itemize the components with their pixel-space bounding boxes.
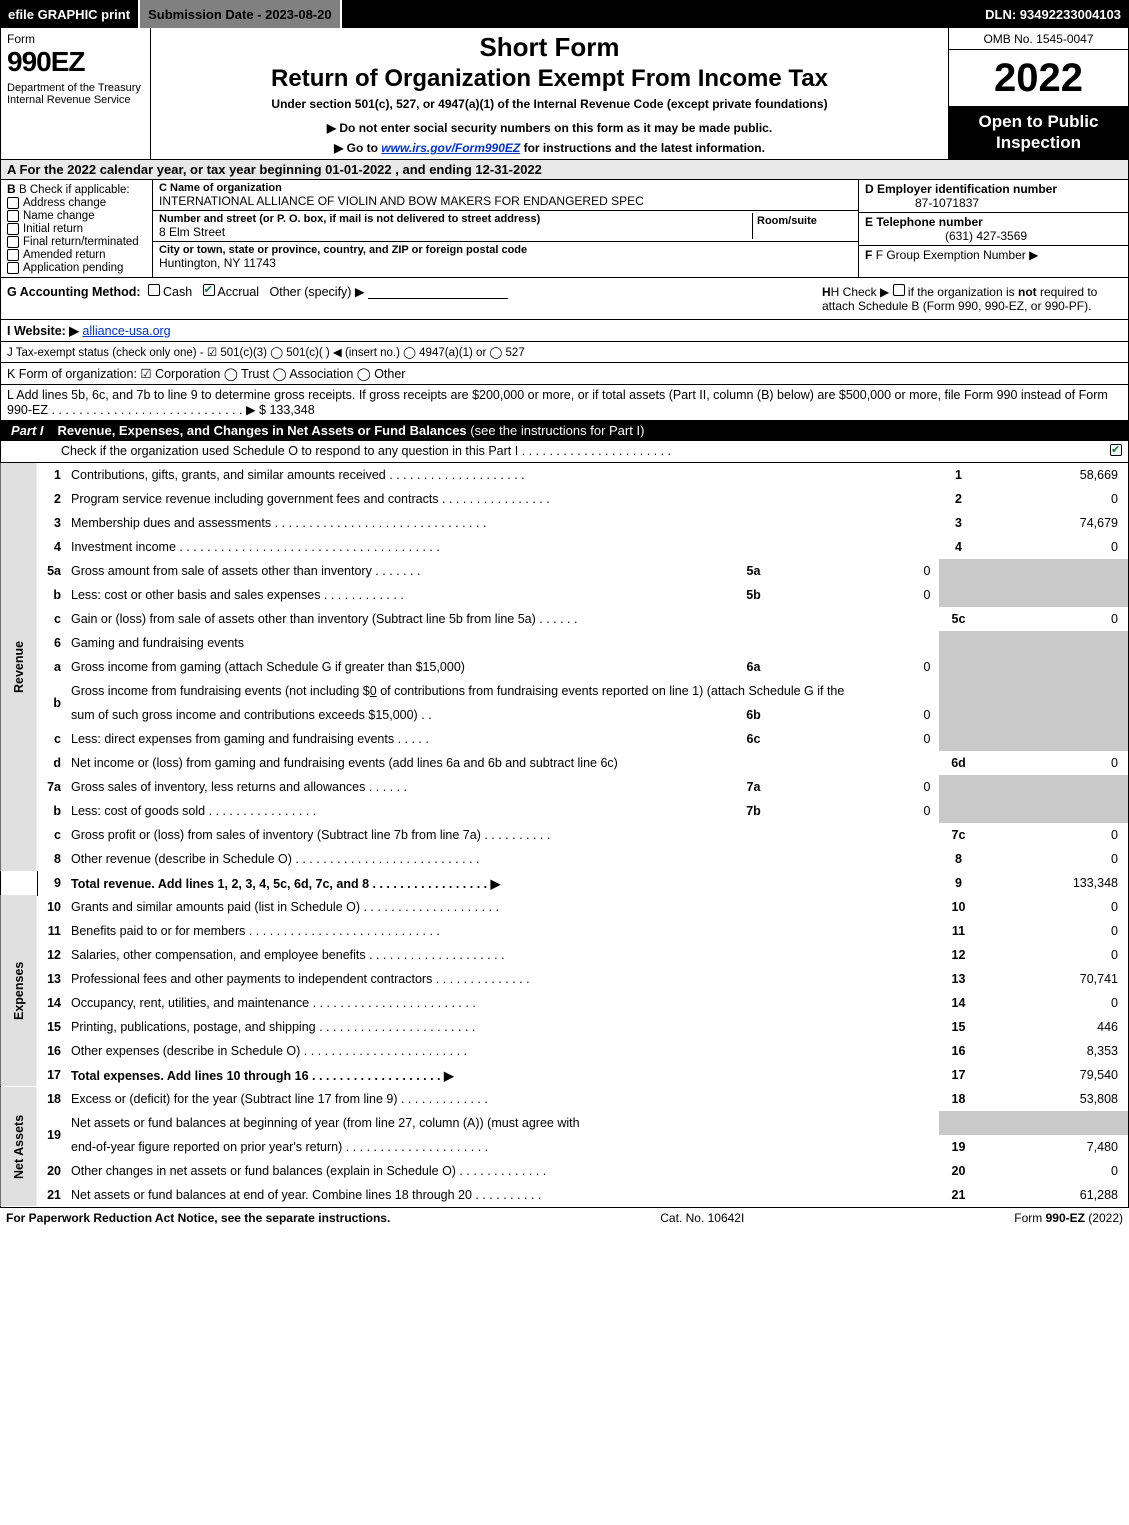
row-i-website: I Website: ▶ alliance-usa.org [0, 320, 1129, 342]
row-gh: G Accounting Method: Cash Accrual Other … [0, 278, 1129, 320]
chk-accrual[interactable] [203, 284, 215, 296]
line-4-value: 0 [979, 535, 1129, 559]
website-link[interactable]: alliance-usa.org [82, 324, 170, 338]
row-j-taxexempt: J Tax-exempt status (check only one) - ☑… [0, 342, 1129, 363]
part-i-header: Part I Revenue, Expenses, and Changes in… [0, 421, 1129, 441]
line-6c-value: 0 [769, 727, 939, 751]
org-city: Huntington, NY 11743 [159, 256, 852, 270]
topbar: efile GRAPHIC print Submission Date - 20… [0, 0, 1129, 28]
open-inspection: Open to Public Inspection [949, 106, 1128, 159]
footer-formref: Form 990-EZ (2022) [1014, 1211, 1123, 1225]
dln-label: DLN: 93492233004103 [977, 0, 1129, 28]
dept-label: Department of the Treasury Internal Reve… [7, 82, 144, 106]
gross-receipts-value: 133,348 [269, 403, 314, 417]
org-name: INTERNATIONAL ALLIANCE OF VIOLIN AND BOW… [159, 194, 852, 208]
part-i-subheader: Check if the organization used Schedule … [0, 441, 1129, 463]
line-6d-value: 0 [979, 751, 1129, 775]
chk-final-return[interactable]: Final return/terminated [7, 236, 146, 248]
omb-number: OMB No. 1545-0047 [949, 28, 1128, 50]
line-5a-value: 0 [769, 559, 939, 583]
chk-scheduleb[interactable] [893, 284, 905, 296]
footer-catno: Cat. No. 10642I [390, 1211, 1014, 1225]
line-11-value: 0 [979, 919, 1129, 943]
org-street: 8 Elm Street [159, 225, 752, 239]
row-a-period: A For the 2022 calendar year, or tax yea… [0, 160, 1129, 180]
chk-address-change[interactable]: Address change [7, 197, 146, 209]
line-7b-value: 0 [769, 799, 939, 823]
row-l-grossreceipts: L Add lines 5b, 6c, and 7b to line 9 to … [0, 385, 1129, 421]
chk-initial-return[interactable]: Initial return [7, 223, 146, 235]
f-group-label: F F Group Exemption Number ▶ [865, 248, 1122, 262]
line-16-value: 8,353 [979, 1039, 1129, 1063]
part-i-table: Revenue 1Contributions, gifts, grants, a… [0, 463, 1129, 1208]
d-ein-label: D Employer identification number [865, 182, 1122, 196]
line-2-value: 0 [979, 487, 1129, 511]
line-12-value: 0 [979, 943, 1129, 967]
chk-name-change[interactable]: Name change [7, 210, 146, 222]
efile-label[interactable]: efile GRAPHIC print [0, 0, 140, 28]
col-def: D Employer identification number 87-1071… [858, 180, 1128, 277]
line-8-value: 0 [979, 847, 1129, 871]
netassets-section-label: Net Assets [1, 1087, 38, 1207]
form-number: 990EZ [7, 46, 144, 78]
irs-link[interactable]: www.irs.gov/Form990EZ [381, 141, 520, 155]
chk-cash[interactable] [148, 284, 160, 296]
form-header: Form 990EZ Department of the Treasury In… [0, 28, 1129, 160]
submission-date: Submission Date - 2023-08-20 [140, 0, 342, 28]
return-title: Return of Organization Exempt From Incom… [159, 65, 940, 93]
line-14-value: 0 [979, 991, 1129, 1015]
e-phone-value: (631) 427-3569 [865, 229, 1122, 243]
header-right: OMB No. 1545-0047 2022 Open to Public In… [948, 28, 1128, 159]
chk-application-pending[interactable]: Application pending [7, 262, 146, 274]
header-left: Form 990EZ Department of the Treasury In… [1, 28, 151, 159]
chk-amended-return[interactable]: Amended return [7, 249, 146, 261]
d-ein-value: 87-1071837 [865, 196, 1122, 210]
row-k-orgform: K Form of organization: ☑ Corporation ◯ … [0, 363, 1129, 385]
e-phone-label: E Telephone number [865, 215, 1122, 229]
c-name-label: C Name of organization [159, 182, 852, 194]
line-7a-value: 0 [769, 775, 939, 799]
chk-schedule-o[interactable] [1110, 444, 1122, 456]
line-5b-value: 0 [769, 583, 939, 607]
c-city-label: City or town, state or province, country… [159, 244, 852, 256]
line-6b-value: 0 [769, 703, 939, 727]
short-form-title: Short Form [159, 32, 940, 63]
line-17-value: 79,540 [979, 1063, 1129, 1087]
line-3-value: 74,679 [979, 511, 1129, 535]
section-bcdef: B B Check if applicable: Address change … [0, 180, 1129, 278]
line-15-value: 446 [979, 1015, 1129, 1039]
line-1-value: 58,669 [979, 463, 1129, 487]
expenses-section-label: Expenses [1, 895, 38, 1087]
page-footer: For Paperwork Reduction Act Notice, see … [0, 1208, 1129, 1228]
revenue-section-label: Revenue [1, 463, 38, 871]
tax-year: 2022 [949, 50, 1128, 106]
line-13-value: 70,741 [979, 967, 1129, 991]
col-b-checkboxes: B B Check if applicable: Address change … [1, 180, 153, 277]
under-section: Under section 501(c), 527, or 4947(a)(1)… [159, 97, 940, 111]
line-10-value: 0 [979, 895, 1129, 919]
line-19-value: 7,480 [979, 1135, 1129, 1159]
footer-left: For Paperwork Reduction Act Notice, see … [6, 1211, 390, 1225]
line-20-value: 0 [979, 1159, 1129, 1183]
goto-instructions: ▶ Go to www.irs.gov/Form990EZ for instru… [159, 141, 940, 155]
donot-warning: ▶ Do not enter social security numbers o… [159, 121, 940, 135]
line-6a-value: 0 [769, 655, 939, 679]
col-c-orginfo: C Name of organization INTERNATIONAL ALL… [153, 180, 858, 277]
line-9-value: 133,348 [979, 871, 1129, 895]
line-7c-value: 0 [979, 823, 1129, 847]
row-h-scheduleb: HH Check ▶ if the organization is not re… [822, 284, 1122, 313]
row-g-accounting: G Accounting Method: Cash Accrual Other … [7, 284, 822, 313]
form-word: Form [7, 32, 144, 46]
line-21-value: 61,288 [979, 1183, 1129, 1207]
c-room-label: Room/suite [757, 215, 817, 227]
c-street-label: Number and street (or P. O. box, if mail… [159, 213, 752, 225]
line-5c-value: 0 [979, 607, 1129, 631]
line-18-value: 53,808 [979, 1087, 1129, 1111]
header-center: Short Form Return of Organization Exempt… [151, 28, 948, 159]
